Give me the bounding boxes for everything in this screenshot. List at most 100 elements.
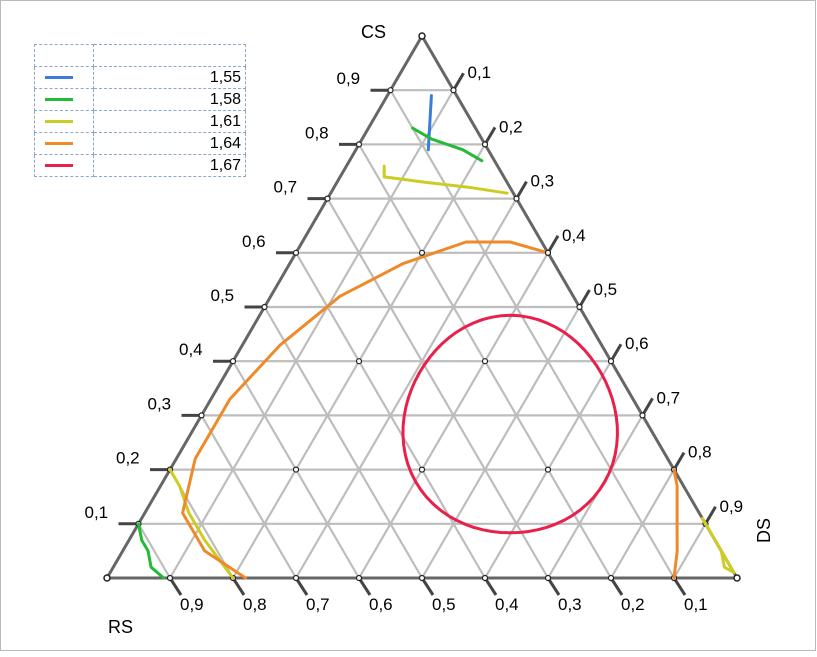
tick-ds — [641, 397, 654, 417]
legend-label: 1,61 — [93, 110, 246, 133]
tick-point — [481, 574, 489, 582]
legend-header-row — [34, 44, 246, 67]
vertex-point — [418, 32, 426, 40]
tick-point — [513, 195, 520, 202]
legend: 1,55 1,58 1,61 1,64 1,67 — [34, 44, 246, 177]
tick-label-cs: 0,9 — [337, 69, 361, 88]
tick-label-ds: 0,3 — [531, 172, 555, 191]
tick-label-ds: 0,5 — [594, 280, 618, 299]
tick-label-rs: 0,6 — [369, 595, 393, 614]
legend-entry: 1,67 — [34, 154, 246, 177]
grid-node — [292, 466, 300, 473]
tick-label-cs: 0,2 — [116, 449, 140, 468]
tick-label-ds: 0,2 — [499, 117, 523, 136]
tick-label-ds: 0,6 — [625, 334, 649, 353]
contour-line — [700, 516, 736, 575]
contour-line — [426, 94, 433, 152]
tick-label-cs: 0,6 — [242, 232, 266, 251]
tick-point — [261, 303, 268, 311]
grid-line — [200, 414, 297, 579]
tick-label-ds: 0,1 — [468, 63, 492, 82]
tick-point — [639, 412, 646, 419]
tick-label-rs: 0,1 — [684, 595, 708, 614]
tick-ds — [546, 235, 560, 254]
grid-node — [481, 358, 489, 365]
grid-line — [263, 306, 423, 579]
grid-line — [326, 198, 549, 579]
axis-label-rs: RS — [108, 617, 133, 637]
tick-rs — [672, 577, 687, 596]
tick-point — [607, 574, 615, 582]
tick-label-ds: 0,4 — [562, 226, 586, 245]
tick-label-rs: 0,2 — [621, 595, 645, 614]
grid-line — [169, 89, 455, 579]
tick-label-ds: 0,9 — [720, 497, 744, 516]
tick-point — [450, 87, 457, 94]
grid-line — [673, 523, 707, 579]
tick-label-cs: 0,5 — [211, 286, 235, 305]
tick-label-rs: 0,9 — [180, 595, 204, 614]
tick-point — [324, 195, 331, 202]
grid-line — [137, 523, 171, 579]
legend-label: 1,64 — [93, 132, 246, 155]
axis-label-ds: DS — [754, 518, 774, 543]
tick-rs — [420, 577, 435, 596]
tick-point — [544, 574, 552, 582]
tick-label-rs: 0,4 — [495, 595, 519, 614]
grid-node — [544, 249, 552, 256]
tick-ds — [483, 126, 497, 146]
grid-line — [421, 306, 581, 579]
tick-rs — [231, 577, 246, 596]
tick-label-rs: 0,8 — [243, 595, 267, 614]
tick-label-cs: 0,7 — [274, 178, 298, 197]
contour-line — [382, 164, 509, 195]
vertex-point — [733, 574, 741, 582]
contour-line — [672, 468, 679, 580]
legend-entry: 1,58 — [34, 88, 246, 111]
tick-ds — [672, 451, 686, 471]
grid-node — [355, 358, 363, 365]
contour-line — [401, 313, 619, 535]
tick-point — [418, 574, 426, 582]
contour-line — [137, 522, 166, 580]
grid-node — [418, 249, 426, 256]
tick-label-rs: 0,5 — [432, 595, 456, 614]
tick-label-cs: 0,3 — [148, 394, 172, 413]
legend-entry: 1,61 — [34, 110, 246, 133]
tick-point — [355, 574, 363, 582]
legend-swatch — [45, 142, 73, 145]
tick-ds — [452, 72, 465, 91]
tick-rs — [357, 577, 372, 596]
legend-swatch — [45, 164, 73, 167]
legend-swatch — [45, 120, 73, 123]
vertex-point — [103, 574, 111, 582]
tick-rs — [609, 577, 624, 596]
legend-label: 1,58 — [93, 88, 246, 111]
tick-point — [166, 574, 174, 582]
tick-rs — [294, 577, 309, 596]
contour-lines — [137, 94, 736, 580]
legend-swatch — [45, 98, 73, 101]
tick-point — [292, 574, 300, 582]
grid-line — [610, 469, 675, 579]
tick-label-cs: 0,8 — [305, 123, 329, 142]
legend-label: 1,67 — [93, 154, 246, 177]
tick-ds — [609, 343, 623, 362]
tick-ds — [578, 289, 591, 308]
tick-point — [229, 358, 237, 365]
tick-point — [292, 249, 300, 256]
tick-label-rs: 0,3 — [558, 595, 582, 614]
tick-ds — [515, 180, 528, 200]
legend-entry: 1,64 — [34, 132, 246, 155]
tick-point — [607, 358, 615, 365]
grid-node — [418, 466, 426, 473]
tick-point — [198, 412, 205, 419]
contour-line — [181, 240, 550, 580]
tick-rs — [483, 577, 498, 596]
grid-line — [389, 89, 675, 579]
tick-label-ds: 0,8 — [688, 443, 712, 462]
legend-entry: 1,55 — [34, 66, 246, 89]
tick-label-cs: 0,4 — [179, 340, 203, 359]
tick-point — [387, 87, 394, 94]
